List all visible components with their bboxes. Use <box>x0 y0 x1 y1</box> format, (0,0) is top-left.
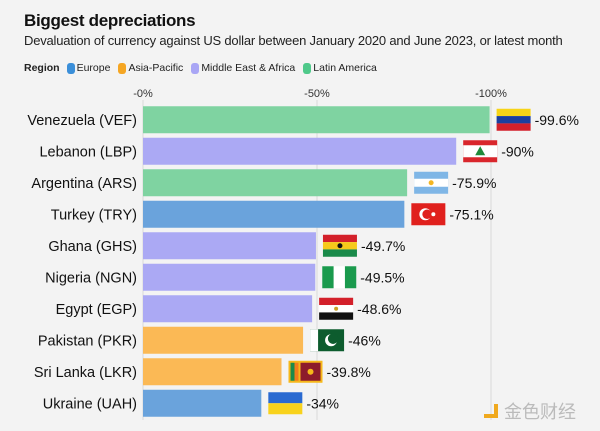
bar <box>143 137 457 165</box>
watermark-text: 金色财经 <box>504 402 576 422</box>
legend-title: Region <box>24 62 60 74</box>
legend-item-latin-america: Latin America <box>303 62 377 74</box>
bar <box>143 263 316 291</box>
data-label: -75.9% <box>452 175 496 191</box>
category-label: Argentina (ARS) <box>31 176 137 192</box>
bar <box>143 358 282 386</box>
legend: Region Europe Asia-Pacific Middle East &… <box>24 62 381 74</box>
legend-swatch <box>191 62 200 74</box>
data-label: -49.5% <box>360 269 404 285</box>
bar <box>143 389 262 417</box>
category-label: Lebanon (LBP) <box>39 144 137 160</box>
data-label: -75.1% <box>449 206 493 222</box>
bar <box>143 295 313 323</box>
legend-swatch <box>66 62 75 74</box>
legend-item-middle-east-africa: Middle East & Africa <box>191 62 295 74</box>
watermark-logo-icon <box>484 404 498 418</box>
egypt-flag-icon <box>319 297 354 320</box>
data-label: -90% <box>501 143 534 159</box>
chart-title: Biggest depreciations <box>24 11 196 30</box>
pakistan-flag-icon <box>310 329 345 352</box>
nigeria-flag-icon <box>322 266 357 289</box>
category-label: Turkey (TRY) <box>51 207 137 223</box>
category-label: Egypt (EGP) <box>56 302 137 318</box>
category-label: Nigeria (NGN) <box>45 270 137 286</box>
bar <box>143 326 304 354</box>
data-label: -39.8% <box>327 364 371 380</box>
lebanon-flag-icon <box>463 140 498 163</box>
data-label: -99.6% <box>535 112 579 128</box>
chart-subtitle: Devaluation of currency against US dolla… <box>24 33 563 48</box>
category-label: Venezuela (VEF) <box>27 113 137 129</box>
argentina-flag-icon <box>414 171 449 194</box>
turkey-flag-icon <box>411 203 446 226</box>
bar <box>143 169 408 197</box>
bar <box>143 232 316 260</box>
bar <box>143 200 405 228</box>
watermark: 金色财经 <box>484 398 576 424</box>
legend-swatch <box>118 62 127 74</box>
bar <box>143 106 490 134</box>
data-label: -49.7% <box>361 238 405 254</box>
x-tick-label: -100% <box>475 88 507 100</box>
legend-item-europe: Europe <box>66 62 110 74</box>
ghana-flag-icon <box>322 234 357 257</box>
category-label: Ukraine (UAH) <box>43 396 137 412</box>
x-tick-label: -0% <box>133 88 153 100</box>
data-label: -46% <box>348 332 381 348</box>
legend-item-asia-pacific: Asia-Pacific <box>118 62 183 74</box>
data-label: -48.6% <box>357 301 401 317</box>
data-label: -34% <box>306 395 339 411</box>
ukraine-flag-icon <box>268 392 303 415</box>
legend-swatch <box>303 62 312 74</box>
category-label: Pakistan (PKR) <box>38 333 137 349</box>
category-label: Sri Lanka (LKR) <box>34 365 137 381</box>
x-tick-label: -50% <box>304 88 330 100</box>
category-label: Ghana (GHS) <box>48 239 137 255</box>
sri-lanka-flag-icon <box>288 360 323 383</box>
venezuela-flag-icon <box>496 108 531 131</box>
